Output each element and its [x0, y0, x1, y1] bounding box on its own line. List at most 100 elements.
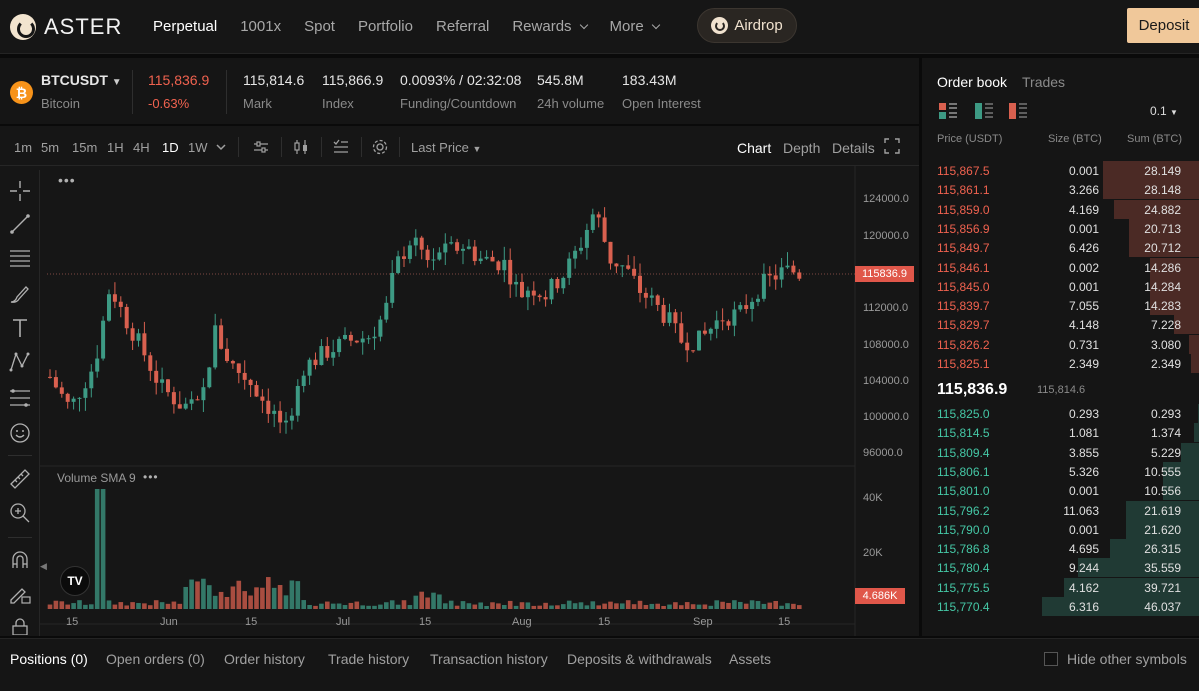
chevron-left-icon[interactable]: ◀: [40, 561, 47, 571]
deposit-button[interactable]: Deposit: [1127, 8, 1199, 43]
orderbook-bids-view-icon[interactable]: [974, 102, 994, 120]
tab-deposits-withdrawals[interactable]: Deposits & withdrawals: [567, 651, 712, 667]
bid-row[interactable]: 115,825.0 0.293 0.293: [922, 404, 1199, 423]
airdrop-button[interactable]: Airdrop: [697, 8, 797, 43]
more-options-icon[interactable]: •••: [143, 470, 159, 484]
ask-row[interactable]: 115,825.1 2.349 2.349: [922, 354, 1199, 373]
price-chart[interactable]: [40, 166, 920, 636]
candle-body: [702, 330, 707, 334]
candle-body: [136, 333, 141, 341]
crosshair-icon[interactable]: [8, 179, 32, 203]
volume-bar: [679, 605, 684, 609]
nav-portfolio[interactable]: Portfolio: [357, 18, 413, 35]
nav-1001x[interactable]: 1001x: [240, 18, 282, 35]
trend-line-icon[interactable]: [8, 212, 32, 236]
hide-other-symbols-checkbox[interactable]: [1044, 652, 1058, 666]
tab-details[interactable]: Details: [832, 140, 875, 156]
tab-trade-history[interactable]: Trade history: [328, 651, 410, 667]
ask-row[interactable]: 115,845.0 0.001 14.284: [922, 276, 1199, 296]
ask-row[interactable]: 115,861.1 3.266 28.148: [922, 180, 1199, 200]
time-tick: 15: [66, 616, 79, 628]
pattern-icon[interactable]: [8, 350, 32, 374]
price-type-select[interactable]: Last Price ▼: [411, 140, 482, 155]
mark-price-value: 115,814.6: [243, 72, 305, 88]
tab-transaction-history[interactable]: Transaction history: [430, 651, 548, 667]
divider: [226, 70, 227, 114]
timeframe-5m[interactable]: 5m: [41, 140, 60, 155]
bid-row[interactable]: 115,809.4 3.855 5.229: [922, 442, 1199, 462]
timeframe-1d[interactable]: 1D: [162, 140, 179, 155]
bid-row[interactable]: 115,786.8 4.695 26.315: [922, 539, 1199, 559]
candle-type-icon[interactable]: [292, 138, 310, 156]
bid-row[interactable]: 115,814.5 1.081 1.374: [922, 423, 1199, 443]
volume-bar: [431, 592, 436, 609]
tab-trades[interactable]: Trades: [1022, 74, 1066, 90]
nav-perpetual[interactable]: Perpetual: [153, 18, 218, 35]
tab-chart[interactable]: Chart: [737, 140, 772, 156]
brush-icon[interactable]: [8, 282, 32, 306]
timeframe-1h[interactable]: 1H: [107, 140, 124, 155]
lock-icon[interactable]: [8, 617, 32, 635]
candle-body: [53, 377, 58, 388]
text-tool-icon[interactable]: [8, 316, 32, 340]
indicators-list-icon[interactable]: [332, 138, 350, 156]
horizontal-lines-icon[interactable]: [8, 246, 32, 270]
emoji-icon[interactable]: [8, 421, 32, 445]
tab-open-orders[interactable]: Open orders (0): [106, 651, 205, 667]
nav-rewards[interactable]: Rewards: [512, 18, 588, 35]
nav-spot[interactable]: Spot: [304, 18, 335, 35]
ask-row[interactable]: 115,867.5 0.001 28.149: [922, 161, 1199, 180]
orderbook-both-view-icon[interactable]: [938, 102, 958, 120]
ask-row[interactable]: 115,826.2 0.731 3.080: [922, 334, 1199, 354]
tradingview-logo-icon[interactable]: TV: [60, 566, 90, 596]
order-sum: 14.283: [1144, 299, 1181, 314]
candle-body: [525, 290, 530, 298]
bid-row[interactable]: 115,801.0 0.001 10.556: [922, 481, 1199, 501]
fibonacci-icon[interactable]: [8, 386, 32, 410]
ask-row[interactable]: 115,849.7 6.426 20.712: [922, 238, 1199, 258]
bid-row[interactable]: 115,806.1 5.326 10.555: [922, 461, 1199, 481]
zoom-in-icon[interactable]: [8, 501, 32, 525]
bid-row[interactable]: 115,780.4 9.244 35.559: [922, 558, 1199, 578]
volume-bar: [118, 602, 124, 609]
magnet-icon[interactable]: [8, 548, 32, 572]
tab-positions[interactable]: Positions (0): [10, 651, 88, 667]
time-tick: 15: [245, 616, 258, 628]
ask-row[interactable]: 115,856.9 0.001 20.713: [922, 218, 1199, 238]
nav-referral[interactable]: Referral: [435, 18, 490, 35]
tab-depth[interactable]: Depth: [783, 140, 821, 156]
ask-row[interactable]: 115,829.7 4.148 7.228: [922, 315, 1199, 335]
logo[interactable]: ASTER: [10, 13, 128, 40]
gear-icon[interactable]: [371, 138, 389, 156]
more-options-icon[interactable]: •••: [58, 172, 76, 188]
candle-body: [732, 309, 737, 326]
orderbook-asks-view-icon[interactable]: [1008, 102, 1028, 120]
volume-bar: [549, 605, 554, 609]
ask-row[interactable]: 115,859.0 4.169 24.882: [922, 199, 1199, 219]
indicator-settings-icon[interactable]: [252, 138, 270, 156]
time-tick: Jul: [336, 616, 351, 628]
tab-assets[interactable]: Assets: [729, 651, 772, 667]
bid-row[interactable]: 115,790.0 0.001 21.620: [922, 519, 1199, 539]
bid-row[interactable]: 115,796.2 11.063 21.619: [922, 500, 1199, 520]
timeframe-1m[interactable]: 1m: [14, 140, 33, 155]
timeframe-1w[interactable]: 1W: [188, 140, 208, 155]
timeframe-4h[interactable]: 4H: [133, 140, 150, 155]
tab-order-book[interactable]: Order book: [937, 74, 1008, 90]
volume-bar: [566, 600, 572, 609]
volume-bar: [791, 603, 796, 609]
ask-row[interactable]: 115,839.7 7.055 14.283: [922, 296, 1199, 316]
fullscreen-icon[interactable]: [884, 138, 900, 154]
precision-select[interactable]: 0.1 ▼: [1150, 104, 1178, 118]
ruler-icon[interactable]: [8, 467, 32, 491]
order-sum: 0.293: [1150, 407, 1181, 421]
tab-order-history[interactable]: Order history: [224, 651, 305, 667]
bid-row[interactable]: 115,770.4 6.316 46.037: [922, 597, 1199, 616]
symbol-selector[interactable]: BTCUSDT ▼: [41, 72, 122, 88]
ask-row[interactable]: 115,846.1 0.002 14.286: [922, 257, 1199, 277]
nav-more[interactable]: More: [610, 18, 660, 35]
draw-lock-icon[interactable]: [8, 582, 32, 606]
timeframe-15m[interactable]: 15m: [72, 140, 98, 155]
bid-row[interactable]: 115,775.5 4.162 39.721: [922, 577, 1199, 597]
chevron-down-icon[interactable]: [215, 140, 227, 154]
